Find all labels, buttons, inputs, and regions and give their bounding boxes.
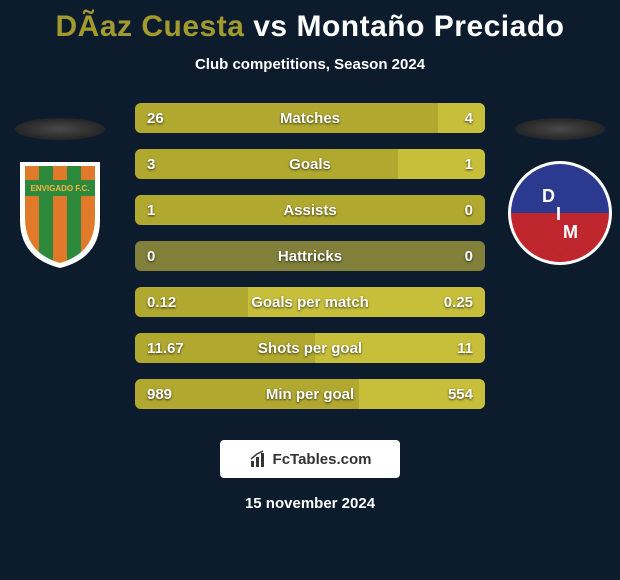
stat-label: Shots per goal [135,333,485,363]
svg-text:I: I [556,204,561,224]
svg-text:ENVIGADO F.C.: ENVIGADO F.C. [30,184,89,193]
footer-date: 15 november 2024 [0,495,620,512]
stat-row: 11.6711Shots per goal [135,333,485,363]
stat-row: 31Goals [135,149,485,179]
stat-label: Hattricks [135,241,485,271]
dim-shield-icon: D I M [505,158,615,268]
player2-name: Montaño Preciado [296,10,564,43]
svg-text:D: D [542,186,555,206]
team-badge-right: D I M [505,158,615,268]
stat-label: Goals per match [135,287,485,317]
vs-text: vs [244,10,296,43]
fctables-text: FcTables.com [273,451,372,468]
player1-name: DÃ­az Cuesta [56,10,245,43]
stat-row: 0.120.25Goals per match [135,287,485,317]
comparison-content: ENVIGADO F.C. D I M 264Matches 31Goals 10A… [0,103,620,433]
stat-row: 00Hattricks [135,241,485,271]
subtitle: Club competitions, Season 2024 [0,56,620,73]
stat-label: Assists [135,195,485,225]
svg-text:M: M [563,222,578,242]
stats-container: 264Matches 31Goals 10Assists 00Hattricks 0.1… [135,103,485,425]
stat-label: Goals [135,149,485,179]
fctables-logo[interactable]: FcTables.com [220,440,400,478]
envigado-shield-icon: ENVIGADO F.C. [5,158,115,268]
stat-row: 10Assists [135,195,485,225]
stat-row: 264Matches [135,103,485,133]
stat-label: Matches [135,103,485,133]
stat-label: Min per goal [135,379,485,409]
shadow-left [15,118,105,140]
chart-icon [249,449,269,469]
stat-row: 989554Min per goal [135,379,485,409]
team-badge-left: ENVIGADO F.C. [5,158,115,268]
comparison-title: DÃ­az Cuesta vs Montaño Preciado [0,0,620,44]
shadow-right [515,118,605,140]
